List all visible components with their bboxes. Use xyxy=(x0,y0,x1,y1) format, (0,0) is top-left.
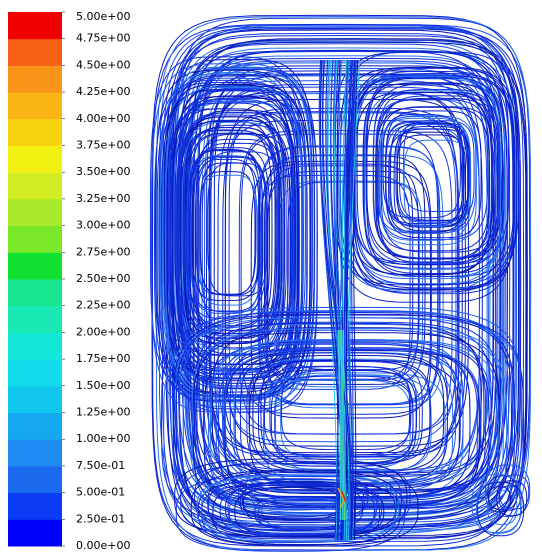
colorbar-band xyxy=(8,12,62,39)
colorbar-band xyxy=(8,199,62,226)
colorbar-tick-label: 3.50e+00 xyxy=(76,165,130,178)
colorbar-band xyxy=(8,172,62,199)
colorbar-band xyxy=(8,332,62,359)
colorbar-band xyxy=(8,413,62,440)
colorbar-band xyxy=(8,226,62,253)
colorbar-band xyxy=(8,493,62,520)
colorbar-tick-label: 7.50e-01 xyxy=(76,459,125,472)
colorbar-band xyxy=(8,279,62,306)
colorbar-tick-label: 4.25e+00 xyxy=(76,85,130,98)
colorbar-tick-label: 3.25e+00 xyxy=(76,192,130,205)
colorbar-tick-label: 0.00e+00 xyxy=(76,539,130,552)
streamline-plot: 0.00e+00 2.50e-01 5.00e-01 7.50e-01 1.00e+00… xyxy=(0,0,542,556)
colorbar-tick-label: 1.00e+00 xyxy=(76,432,130,445)
colorbar-tick-label: 2.25e+00 xyxy=(76,299,130,312)
colorbar-band xyxy=(8,439,62,466)
colorbar-band xyxy=(8,466,62,493)
colorbar-tick-label: 2.75e+00 xyxy=(76,245,130,258)
colorbar-tick-label: 2.50e-01 xyxy=(76,512,125,525)
colorbar-tick-label: 1.75e+00 xyxy=(76,352,130,365)
colorbar-tick-label: 3.00e+00 xyxy=(76,219,130,232)
colorbar-band xyxy=(8,119,62,146)
colorbar-tick-label: 1.25e+00 xyxy=(76,406,130,419)
colorbar-tick-label: 2.50e+00 xyxy=(76,272,130,285)
colorbar-tick-label: 4.50e+00 xyxy=(76,58,130,71)
colorbar-tick-label: 4.00e+00 xyxy=(76,112,130,125)
colorbar-tick-label: 1.50e+00 xyxy=(76,379,130,392)
colorbar-band xyxy=(8,359,62,386)
colorbar-band xyxy=(8,306,62,333)
colorbar-band xyxy=(8,146,62,173)
colorbar-band xyxy=(8,65,62,92)
streamlines xyxy=(150,15,530,551)
colorbar-tick-label: 5.00e+00 xyxy=(76,10,130,23)
colorbar-tick-label: 3.75e+00 xyxy=(76,139,130,152)
colorbar-band xyxy=(8,252,62,279)
colorbar-band xyxy=(8,92,62,119)
colorbar-band xyxy=(8,39,62,66)
colorbar: 0.00e+00 2.50e-01 5.00e-01 7.50e-01 1.00e+00… xyxy=(8,10,130,552)
colorbar-band xyxy=(8,386,62,413)
colorbar-tick-label: 4.75e+00 xyxy=(76,32,130,45)
colorbar-tick-label: 5.00e-01 xyxy=(76,486,125,499)
colorbar-tick-label: 2.00e+00 xyxy=(76,325,130,338)
colorbar-band xyxy=(8,519,62,546)
